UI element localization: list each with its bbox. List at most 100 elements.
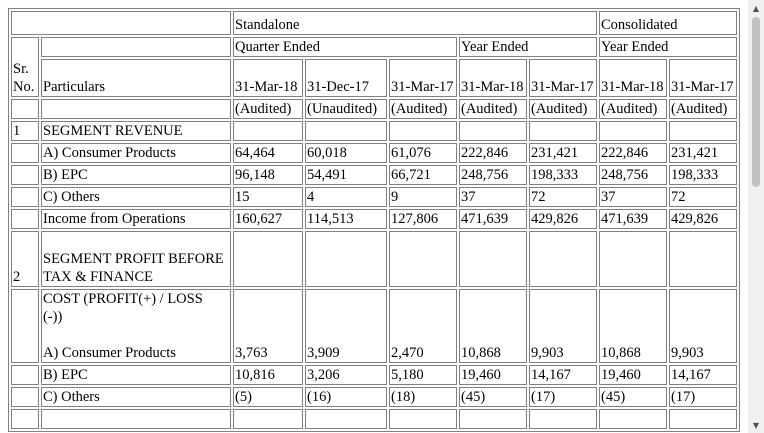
- value-cell: 54,491: [305, 165, 387, 185]
- value-cell: (45): [599, 387, 667, 407]
- document-viewport: Standalone Consolidated Sr. No. Quarter E…: [8, 8, 740, 432]
- value-cell: 198,333: [669, 165, 737, 185]
- quarter-ended-header: Quarter Ended: [233, 37, 457, 57]
- table-row: C) Others (5) (16) (18) (45) (17) (45) (…: [11, 387, 737, 407]
- value-cell: 114,513: [305, 209, 387, 229]
- value-cell: (5): [233, 387, 303, 407]
- value-cell: [669, 231, 737, 287]
- value-cell: (18): [389, 387, 457, 407]
- sr-no-cell: [11, 143, 39, 163]
- value-cell: (17): [669, 387, 737, 407]
- sr-no-header: Sr. No.: [11, 37, 39, 97]
- table-row: [11, 409, 737, 429]
- triangle-up-icon[interactable]: ▲: [752, 3, 760, 13]
- value-cell: 5,180: [389, 365, 457, 385]
- value-cell: [233, 121, 303, 141]
- consolidated-header: Consolidated: [599, 11, 737, 35]
- sr-no-cell: [11, 165, 39, 185]
- value-cell: [599, 409, 667, 429]
- value-cell: 9: [389, 187, 457, 207]
- value-cell: 37: [459, 187, 527, 207]
- value-cell: 10,816: [233, 365, 303, 385]
- particular-cell: Income from Operations: [41, 209, 231, 229]
- value-cell: 231,421: [669, 143, 737, 163]
- sr-no-cell: [11, 409, 39, 429]
- value-cell: [459, 231, 527, 287]
- particular-cell: A) Consumer Products: [41, 143, 231, 163]
- value-cell: 160,627: [233, 209, 303, 229]
- audit-status: (Audited): [389, 99, 457, 119]
- table-row: COST (PROFIT(+) / LOSS (-)) A) Consumer …: [11, 289, 737, 363]
- value-cell: [389, 409, 457, 429]
- value-cell: [459, 121, 527, 141]
- date-header: 31-Mar-18: [233, 59, 303, 97]
- particular-cell: SEGMENT PROFIT BEFORE TAX & FINANCE: [41, 231, 231, 287]
- value-cell: (45): [459, 387, 527, 407]
- audit-status: (Audited): [669, 99, 737, 119]
- value-cell: 60,018: [305, 143, 387, 163]
- empty-cell: [41, 99, 231, 119]
- particulars-header: Particulars: [41, 59, 231, 97]
- value-cell: 72: [529, 187, 597, 207]
- value-cell: 15: [233, 187, 303, 207]
- particular-cell: B) EPC: [41, 165, 231, 185]
- sr-no-cell: 1: [11, 121, 39, 141]
- standalone-header: Standalone: [233, 11, 597, 35]
- audit-status: (Audited): [529, 99, 597, 119]
- table-row: B) EPC 96,148 54,491 66,721 248,756 198,…: [11, 165, 737, 185]
- value-cell: [529, 409, 597, 429]
- value-cell: [529, 231, 597, 287]
- value-cell: 96,148: [233, 165, 303, 185]
- particular-cell: B) EPC: [41, 365, 231, 385]
- empty-header-cell: [11, 11, 231, 35]
- date-header: 31-Mar-17: [529, 59, 597, 97]
- audit-status: (Audited): [233, 99, 303, 119]
- particular-cell: C) Others: [41, 187, 231, 207]
- value-cell: 3,763: [233, 289, 303, 363]
- value-cell: 3,206: [305, 365, 387, 385]
- particular-label: A) Consumer Products: [43, 345, 176, 361]
- value-cell: 4: [305, 187, 387, 207]
- particular-cell: C) Others: [41, 387, 231, 407]
- table-row: A) Consumer Products 64,464 60,018 61,07…: [11, 143, 737, 163]
- empty-cell: [11, 99, 39, 119]
- sr-no-cell: [11, 289, 39, 363]
- value-cell: [529, 121, 597, 141]
- vertical-scrollbar[interactable]: ▲ ▼: [748, 0, 764, 433]
- value-cell: (17): [529, 387, 597, 407]
- particular-cell: SEGMENT REVENUE: [41, 121, 231, 141]
- value-cell: [389, 231, 457, 287]
- empty-header-cell: [41, 37, 231, 57]
- value-cell: [305, 231, 387, 287]
- value-cell: 248,756: [459, 165, 527, 185]
- value-cell: 231,421: [529, 143, 597, 163]
- sr-no-cell: 2: [11, 231, 39, 287]
- value-cell: 72: [669, 187, 737, 207]
- date-header: 31-Mar-17: [389, 59, 457, 97]
- value-cell: 127,806: [389, 209, 457, 229]
- date-header: 31-Mar-17: [669, 59, 737, 97]
- value-cell: 64,464: [233, 143, 303, 163]
- sr-no-cell: [11, 365, 39, 385]
- value-cell: [305, 121, 387, 141]
- value-cell: 14,167: [669, 365, 737, 385]
- value-cell: 66,721: [389, 165, 457, 185]
- year-ended-header: Year Ended: [459, 37, 597, 57]
- sr-no-cell: [11, 387, 39, 407]
- triangle-down-icon[interactable]: ▼: [752, 420, 760, 430]
- value-cell: 222,846: [459, 143, 527, 163]
- value-cell: [389, 121, 457, 141]
- table-row: 2 SEGMENT PROFIT BEFORE TAX & FINANCE: [11, 231, 737, 287]
- date-header: 31-Mar-18: [459, 59, 527, 97]
- value-cell: 9,903: [669, 289, 737, 363]
- value-cell: 37: [599, 187, 667, 207]
- value-cell: 19,460: [459, 365, 527, 385]
- particular-cell: COST (PROFIT(+) / LOSS (-)) A) Consumer …: [41, 289, 231, 363]
- value-cell: 429,826: [669, 209, 737, 229]
- value-cell: 198,333: [529, 165, 597, 185]
- value-cell: 61,076: [389, 143, 457, 163]
- value-cell: 471,639: [459, 209, 527, 229]
- value-cell: 248,756: [599, 165, 667, 185]
- sr-no-cell: [11, 209, 39, 229]
- scrollbar-thumb[interactable]: [752, 17, 760, 187]
